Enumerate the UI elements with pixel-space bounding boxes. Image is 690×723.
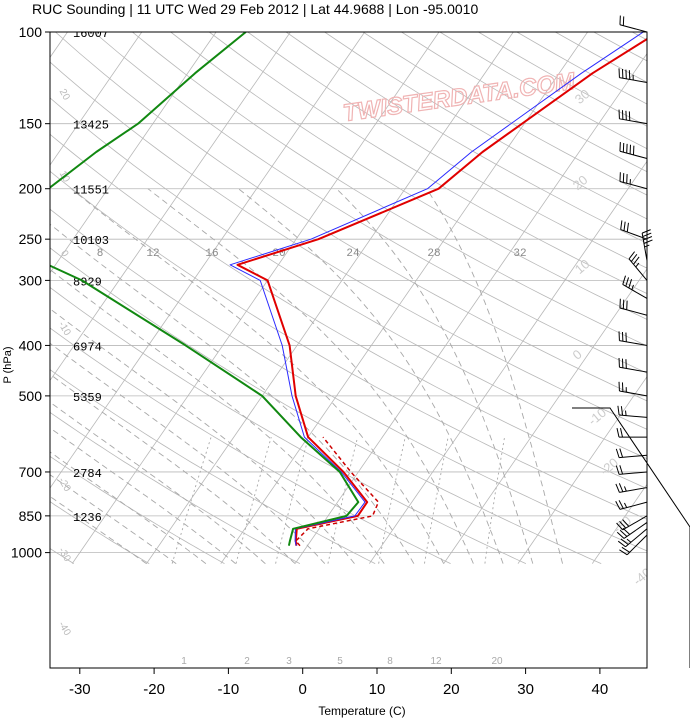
mixing-ratio-label: 20 — [491, 656, 503, 667]
x-tick-label: 10 — [369, 681, 386, 698]
height-label: 1236 — [73, 511, 102, 525]
height-label: 6974 — [73, 340, 102, 354]
x-tick-label: -10 — [218, 681, 240, 698]
chart-title: RUC Sounding | 11 UTC Wed 29 Feb 2012 | … — [32, 1, 478, 17]
y-tick-label: 700 — [19, 464, 43, 480]
moist-adiabat-label: 24 — [346, 248, 360, 260]
x-tick-label: 30 — [517, 681, 534, 698]
mixing-ratio-label: 1 — [181, 656, 187, 667]
mixing-ratio-label: 3 — [286, 656, 292, 667]
x-tick-label: 0 — [299, 681, 307, 698]
mixing-ratio-label: 2 — [244, 656, 250, 667]
height-label: 11551 — [73, 184, 109, 198]
y-tick-label: 850 — [19, 508, 43, 524]
height-label: 13425 — [73, 119, 109, 133]
x-tick-label: -20 — [143, 681, 165, 698]
moist-adiabat-label: 8 — [97, 248, 104, 260]
y-axis-label: P (hPa) — [2, 346, 14, 383]
moist-adiabat-label: 12 — [146, 248, 159, 260]
y-tick-label: 150 — [19, 116, 43, 132]
x-axis-label: Temperature (C) — [318, 704, 405, 718]
y-tick-label: 1000 — [11, 545, 42, 561]
x-tick-label: -30 — [69, 681, 91, 698]
x-tick-label: 40 — [592, 681, 609, 698]
moist-adiabat-label: 28 — [427, 248, 440, 260]
height-label: 10103 — [73, 234, 109, 248]
moist-adiabat-label: 16 — [205, 248, 218, 260]
height-label: 2784 — [73, 467, 102, 481]
y-tick-label: 400 — [19, 337, 43, 353]
height-label: 5359 — [73, 391, 102, 405]
mixing-ratio-label: 5 — [337, 656, 343, 667]
y-tick-label: 300 — [19, 272, 43, 288]
y-tick-label: 200 — [19, 181, 43, 197]
moist-adiabat-label: 32 — [513, 248, 526, 260]
y-tick-label: 100 — [19, 24, 43, 40]
x-tick-label: 20 — [443, 681, 460, 698]
mixing-ratio-label: 12 — [430, 656, 442, 667]
y-tick-label: 500 — [19, 388, 43, 404]
mixing-ratio-label: 8 — [387, 656, 393, 667]
y-tick-label: 250 — [19, 231, 43, 247]
